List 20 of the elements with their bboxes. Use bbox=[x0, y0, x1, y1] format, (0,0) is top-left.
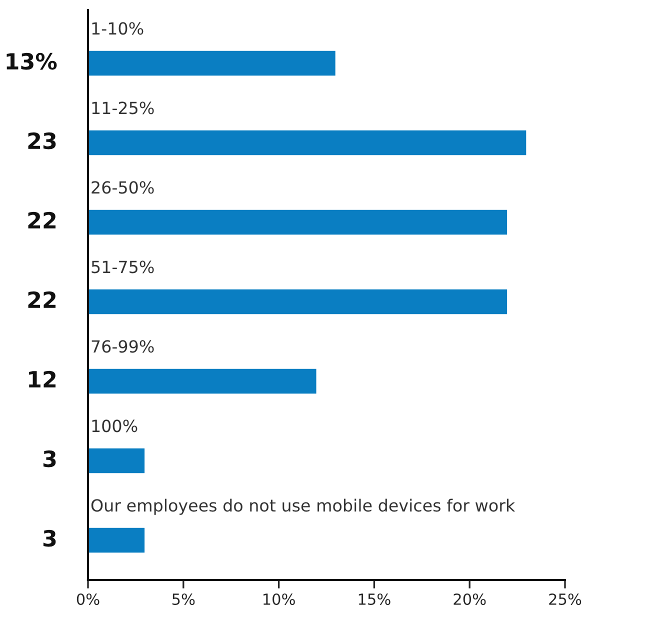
x-tick-label: 10% bbox=[264, 593, 295, 606]
x-tick-label: 0% bbox=[76, 593, 100, 606]
y-tick-label: 100% bbox=[92, 420, 138, 432]
data-label: 3 bbox=[43, 530, 56, 547]
y-tick-label: 11-25% bbox=[92, 102, 154, 114]
x-tick-label: 5% bbox=[172, 593, 195, 606]
x-tick-label: 15% bbox=[358, 593, 390, 606]
y-tick-label: 51-75% bbox=[92, 260, 154, 274]
data-label: 13% bbox=[6, 52, 57, 70]
y-tick-label: 1-10% bbox=[92, 22, 144, 35]
x-tick-label: 20% bbox=[454, 593, 486, 606]
data-label: 22 bbox=[28, 291, 56, 308]
data-label: 22 bbox=[28, 212, 56, 228]
data-label: 23 bbox=[28, 132, 56, 150]
x-tick-label: 25% bbox=[549, 593, 582, 606]
y-tick-label: 76-99% bbox=[92, 340, 154, 353]
data-label: 3 bbox=[43, 450, 56, 468]
y-tick-label: Our employees do not use mobile devices for work bbox=[91, 498, 516, 515]
data-label: 12 bbox=[29, 370, 56, 388]
y-tick-label: 26-50% bbox=[92, 181, 154, 194]
